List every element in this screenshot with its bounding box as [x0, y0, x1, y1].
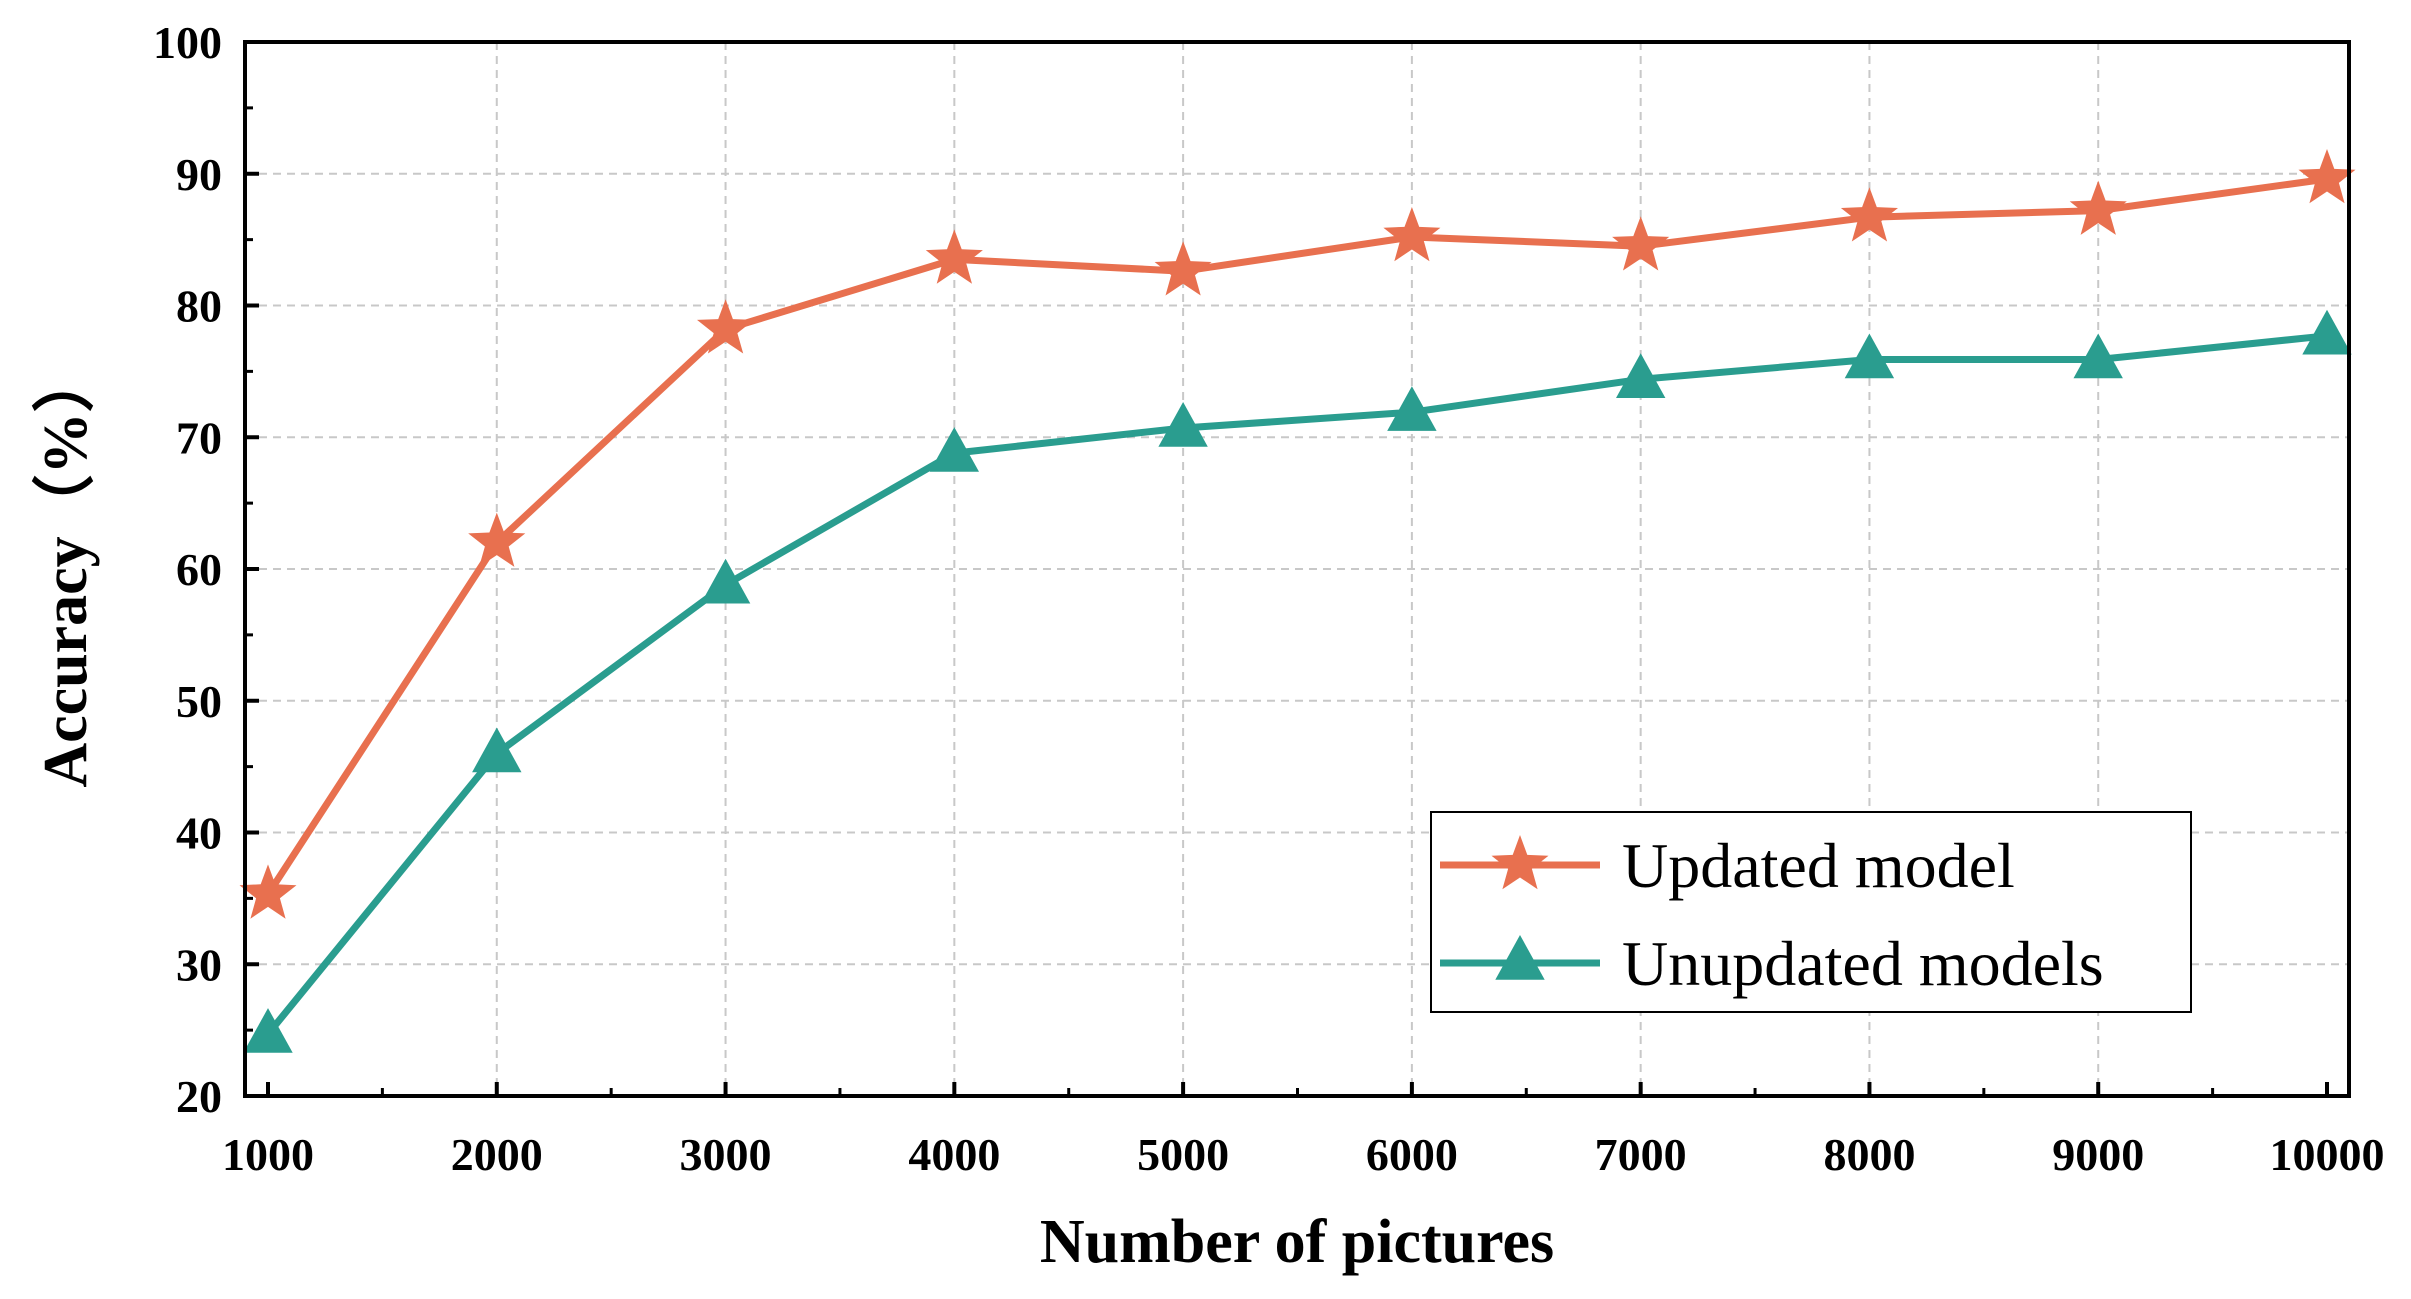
x-tick-label: 8000: [1823, 1129, 1915, 1180]
data-point-unupdated: [243, 1008, 293, 1053]
x-tick-label: 4000: [908, 1129, 1000, 1180]
series-line-updated: [265, 175, 2328, 897]
y-tick-label: 90: [176, 149, 222, 200]
legend-marker-updated: [1491, 835, 1549, 890]
x-tick-label: 6000: [1366, 1129, 1458, 1180]
y-tick-label: 60: [176, 544, 222, 595]
data-point-updated: [1612, 216, 1670, 271]
x-tick-label: 7000: [1595, 1129, 1687, 1180]
y-tick-label: 100: [153, 17, 222, 68]
y-tick-label: 50: [176, 676, 222, 727]
data-point-updated: [1154, 241, 1212, 296]
series-line-unupdated: [265, 332, 2328, 1037]
tick-layer: 1000 2000 3000 4000 5000 6000 7000 8000 9000 1000…: [153, 17, 2385, 1180]
series-layer: [239, 149, 2356, 1053]
x-tick-label: 2000: [451, 1129, 543, 1180]
data-point-unupdated: [1158, 402, 1208, 447]
y-tick-label: 40: [176, 808, 222, 859]
data-point-updated: [2069, 180, 2127, 235]
data-point-updated: [1383, 207, 1441, 262]
data-point-updated: [1840, 187, 1898, 242]
data-point-unupdated: [929, 427, 979, 472]
data-point-updated: [697, 299, 755, 354]
x-tick-label: 5000: [1137, 1129, 1229, 1180]
y-tick-label: 20: [176, 1071, 222, 1122]
data-point-unupdated: [472, 727, 522, 773]
x-axis-title: Number of pictures: [1040, 1208, 1554, 1276]
legend-marker-unupdated: [1495, 935, 1545, 980]
data-point-updated: [925, 229, 983, 284]
legend-label-updated: Updated model: [1622, 830, 2015, 901]
data-point-unupdated: [2073, 333, 2123, 379]
x-tick-label: 1000: [222, 1129, 314, 1180]
data-point-updated: [468, 512, 526, 567]
data-point-unupdated: [1844, 333, 1895, 379]
data-point-updated: [239, 864, 297, 919]
x-tick-label: 3000: [680, 1129, 772, 1180]
x-tick-label: 9000: [2052, 1129, 2144, 1180]
data-point-unupdated: [700, 558, 751, 604]
y-axis-title: Accuracy（%）: [30, 350, 100, 787]
y-tick-label: 80: [176, 281, 222, 332]
legend: Updated model Unupdated models: [1430, 811, 2192, 1013]
data-point-unupdated: [1616, 353, 1666, 398]
legend-label-unupdated: Unupdated models: [1622, 928, 2104, 999]
legend-box: [1430, 811, 2192, 1013]
x-tick-label: 10000: [2270, 1129, 2385, 1180]
data-point-updated: [2298, 149, 2356, 204]
data-point-unupdated: [1387, 386, 1437, 431]
y-tick-label: 30: [176, 939, 222, 990]
y-tick-label: 70: [176, 412, 222, 463]
data-point-unupdated: [2302, 309, 2352, 355]
